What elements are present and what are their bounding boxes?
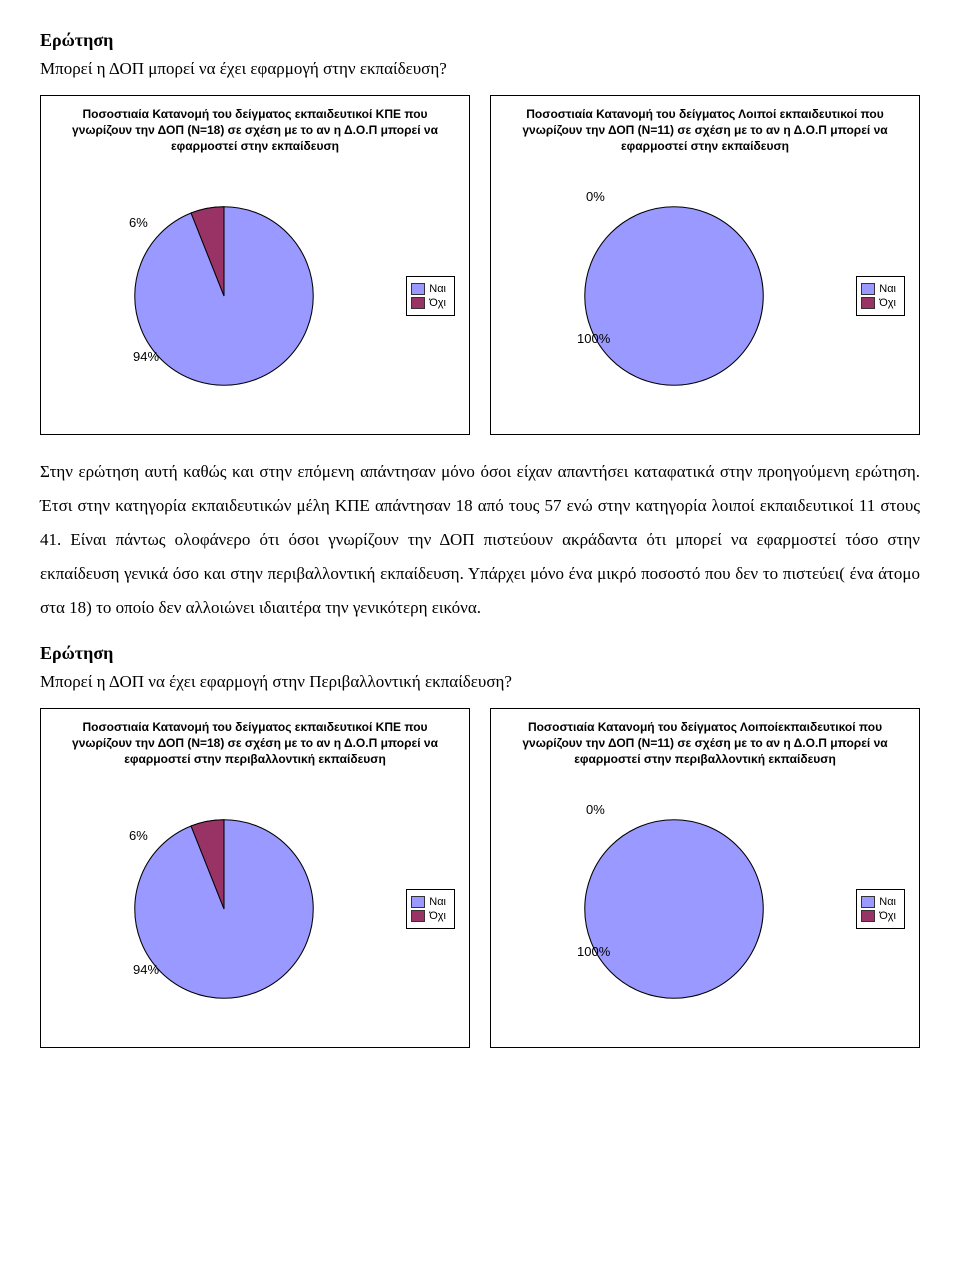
legend-label: Όχι <box>429 297 446 309</box>
legend-item: Όχι <box>411 910 446 922</box>
swatch-icon <box>411 283 425 295</box>
question-heading-2: Ερώτηση <box>40 643 920 664</box>
swatch-icon <box>861 910 875 922</box>
legend-item: Ναι <box>411 283 446 295</box>
chart-3-label-6: 6% <box>129 828 148 843</box>
legend-label: Ναι <box>879 896 896 908</box>
legend-label: Ναι <box>429 283 446 295</box>
question-text-1: Μπορεί η ΔΟΠ μπορεί να έχει εφαρμογή στη… <box>40 59 920 79</box>
chart-1-label-94: 94% <box>133 349 159 364</box>
chart-4-label-100: 100% <box>577 944 610 959</box>
chart-4-pie: 0% 100% <box>491 804 856 1014</box>
chart-4-title: Ποσοστιαία Κατανομή του δείγματος Λοιποί… <box>491 709 919 772</box>
legend-label: Ναι <box>879 283 896 295</box>
swatch-icon <box>861 896 875 908</box>
chart-4-label-0: 0% <box>586 802 605 817</box>
chart-2-label-100: 100% <box>577 331 610 346</box>
legend-label: Ναι <box>429 896 446 908</box>
legend-item: Όχι <box>861 297 896 309</box>
chart-2-title: Ποσοστιαία Κατανομή του δείγματος Λοιποί… <box>491 96 919 159</box>
chart-3: Ποσοστιαία Κατανομή του δείγματος εκπαιδ… <box>40 708 470 1048</box>
chart-1-pie: 6% 94% <box>41 191 406 401</box>
legend-item: Ναι <box>411 896 446 908</box>
legend-item: Ναι <box>861 896 896 908</box>
swatch-icon <box>861 297 875 309</box>
chart-4-legend: Ναι Όχι <box>856 889 905 929</box>
legend-item: Ναι <box>861 283 896 295</box>
chart-2-legend: Ναι Όχι <box>856 276 905 316</box>
chart-row-2: Ποσοστιαία Κατανομή του δείγματος εκπαιδ… <box>40 708 920 1048</box>
body-paragraph: Στην ερώτηση αυτή καθώς και στην επόμενη… <box>40 455 920 625</box>
chart-3-title: Ποσοστιαία Κατανομή του δείγματος εκπαιδ… <box>41 709 469 772</box>
chart-3-pie: 6% 94% <box>41 804 406 1014</box>
chart-1-legend: Ναι Όχι <box>406 276 455 316</box>
chart-1-label-6: 6% <box>129 215 148 230</box>
swatch-icon <box>411 910 425 922</box>
legend-label: Όχι <box>879 910 896 922</box>
legend-label: Όχι <box>879 297 896 309</box>
swatch-icon <box>861 283 875 295</box>
question-heading-1: Ερώτηση <box>40 30 920 51</box>
legend-item: Όχι <box>861 910 896 922</box>
chart-4: Ποσοστιαία Κατανομή του δείγματος Λοιποί… <box>490 708 920 1048</box>
chart-2-pie: 0% 100% <box>491 191 856 401</box>
swatch-icon <box>411 297 425 309</box>
legend-label: Όχι <box>429 910 446 922</box>
chart-1: Ποσοστιαία Κατανομή του δείγματος εκπαιδ… <box>40 95 470 435</box>
legend-item: Όχι <box>411 297 446 309</box>
chart-2: Ποσοστιαία Κατανομή του δείγματος Λοιποί… <box>490 95 920 435</box>
chart-3-label-94: 94% <box>133 962 159 977</box>
chart-row-1: Ποσοστιαία Κατανομή του δείγματος εκπαιδ… <box>40 95 920 435</box>
swatch-icon <box>411 896 425 908</box>
chart-1-title: Ποσοστιαία Κατανομή του δείγματος εκπαιδ… <box>41 96 469 159</box>
chart-3-legend: Ναι Όχι <box>406 889 455 929</box>
chart-2-label-0: 0% <box>586 189 605 204</box>
question-text-2: Μπορεί η ΔΟΠ να έχει εφαρμογή στην Περιβ… <box>40 672 920 692</box>
